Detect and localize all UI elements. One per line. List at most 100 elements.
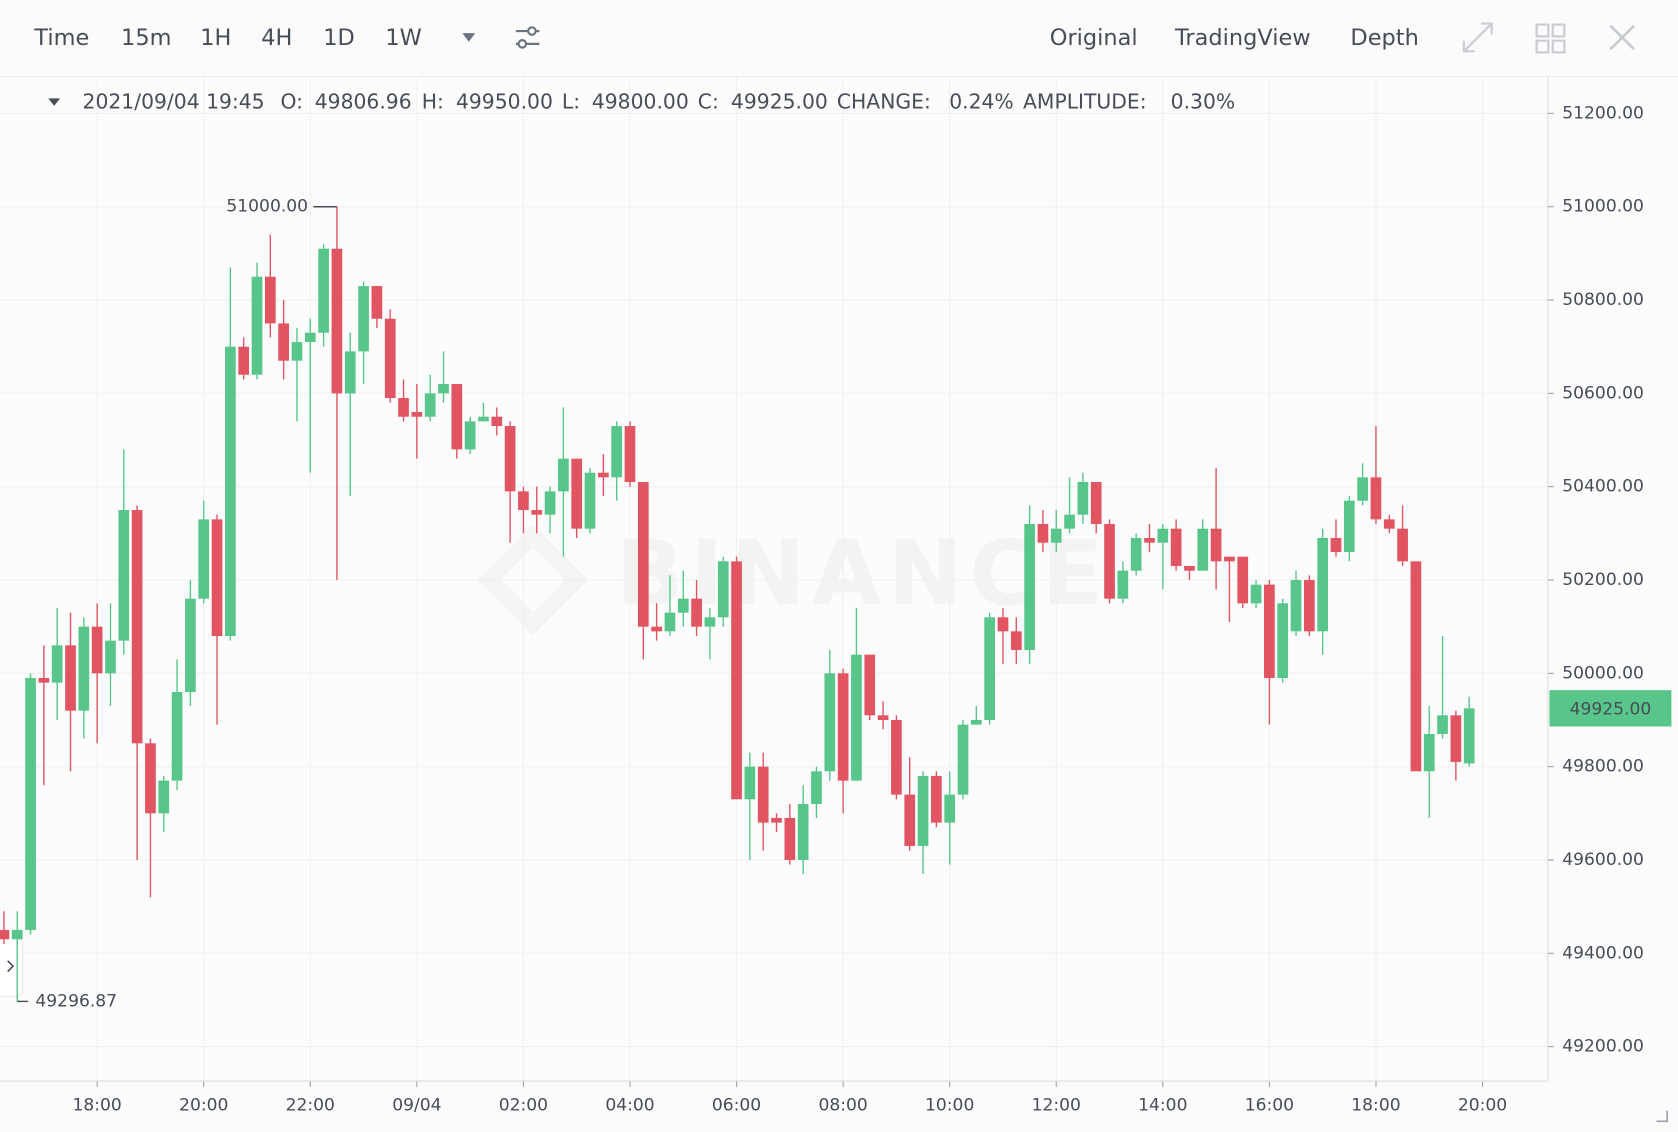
candle-body: [451, 384, 463, 450]
candle-body: [917, 775, 929, 846]
x-tick-label: 22:00: [286, 1095, 335, 1115]
candle-body: [278, 323, 289, 361]
x-tick-label: 14:00: [1138, 1095, 1187, 1115]
candle-body: [664, 612, 676, 632]
candle-body: [1197, 528, 1209, 571]
y-tick-label: 50000.00: [1562, 663, 1644, 683]
candle-body: [544, 491, 556, 515]
candle-body: [1170, 528, 1182, 567]
info-label: O:: [280, 90, 302, 114]
x-tick-label: 16:00: [1245, 1095, 1294, 1115]
candle-body: [304, 332, 316, 343]
candle-body: [1317, 538, 1329, 632]
candle-body: [1104, 524, 1115, 599]
candle-body: [824, 673, 836, 772]
min-marker-label: 49296.87: [35, 991, 117, 1011]
x-tick-label: 06:00: [712, 1095, 761, 1115]
candle-body: [584, 472, 596, 529]
candle-body: [784, 817, 796, 860]
x-tick-label: 10:00: [925, 1095, 974, 1115]
candle-body: [1423, 733, 1435, 772]
view-tab[interactable]: Original: [1050, 25, 1138, 51]
candle-body: [531, 510, 543, 515]
interval-tab[interactable]: 1W: [385, 25, 422, 51]
view-tab[interactable]: TradingView: [1174, 25, 1311, 51]
candle-body: [384, 318, 396, 399]
candle-body: [211, 519, 223, 636]
candle-body: [1050, 528, 1062, 543]
candle-body: [970, 719, 982, 725]
candle-body: [398, 398, 409, 417]
candle-body: [358, 286, 369, 352]
interval-tab[interactable]: 4H: [261, 25, 292, 51]
more-intervals-icon[interactable]: [462, 33, 476, 42]
candle-body: [331, 248, 343, 394]
settings-icon[interactable]: [515, 26, 540, 49]
info-label: AMPLITUDE:: [1023, 90, 1147, 114]
info-value: 0.24%: [949, 90, 1014, 114]
candle-body: [1290, 580, 1302, 632]
candle-body: [757, 766, 769, 823]
close-icon[interactable]: [1609, 24, 1635, 51]
interval-tab[interactable]: Time: [33, 25, 89, 51]
candle-body: [185, 598, 196, 692]
fullscreen-icon[interactable]: [1462, 22, 1493, 53]
candle-body: [1144, 538, 1155, 543]
interval-tab[interactable]: 1H: [200, 25, 231, 51]
info-label: CHANGE:: [837, 90, 931, 114]
info-value: 0.30%: [1171, 90, 1236, 114]
candle-body: [797, 803, 809, 860]
candle-body: [944, 794, 956, 823]
candle-body: [1357, 477, 1368, 501]
candle-body: [1277, 603, 1289, 678]
candle-body: [717, 561, 729, 618]
candle-body: [1224, 556, 1235, 562]
y-tick-label: 50200.00: [1562, 570, 1644, 590]
resize-handle[interactable]: [1656, 1110, 1668, 1123]
y-tick-label: 49800.00: [1562, 757, 1644, 777]
candle-body: [38, 677, 50, 683]
candle-body: [264, 276, 276, 324]
candle-body: [851, 654, 862, 781]
candle-body: [225, 346, 236, 636]
candle-body: [1077, 482, 1089, 515]
info-value: 49800.00: [592, 90, 689, 114]
candle-body: [1010, 631, 1022, 650]
view-tab[interactable]: Depth: [1350, 25, 1418, 51]
candle-body: [957, 724, 969, 795]
candle-body: [558, 458, 569, 492]
candle-body: [65, 645, 76, 711]
candle-body: [238, 346, 250, 375]
candle-body: [145, 743, 156, 814]
last-price-tag: [1549, 690, 1672, 727]
candle-body: [731, 561, 742, 800]
layout-icon[interactable]: [1535, 23, 1566, 54]
candle-body: [1370, 477, 1382, 520]
x-tick-label: 20:00: [1458, 1095, 1507, 1115]
x-tick-label: 18:00: [72, 1095, 121, 1115]
candle-body: [651, 626, 662, 632]
interval-tab[interactable]: 15m: [121, 25, 171, 51]
candle-body: [344, 351, 356, 394]
candle-body: [105, 640, 116, 674]
toolbar: [0, 0, 1678, 76]
candle-body: [1437, 715, 1448, 734]
candle-body: [904, 794, 916, 846]
candle-body: [771, 817, 782, 823]
side-panel-arrow: [7, 960, 15, 973]
candle-body: [1383, 519, 1395, 529]
candle-body: [611, 426, 623, 478]
side-panel-toggle[interactable]: [0, 936, 24, 997]
info-toggle[interactable]: [48, 98, 61, 106]
y-tick-label: 51000.00: [1562, 197, 1644, 217]
interval-tab[interactable]: 1D: [323, 25, 355, 51]
candle-body: [91, 626, 103, 674]
candle-body: [744, 766, 756, 800]
candle-body: [637, 482, 649, 627]
candle-body: [624, 426, 636, 483]
candle-body: [318, 248, 329, 333]
candle-body: [411, 412, 423, 417]
y-tick-label: 49200.00: [1562, 1037, 1644, 1057]
x-tick-label: 12:00: [1032, 1095, 1081, 1115]
